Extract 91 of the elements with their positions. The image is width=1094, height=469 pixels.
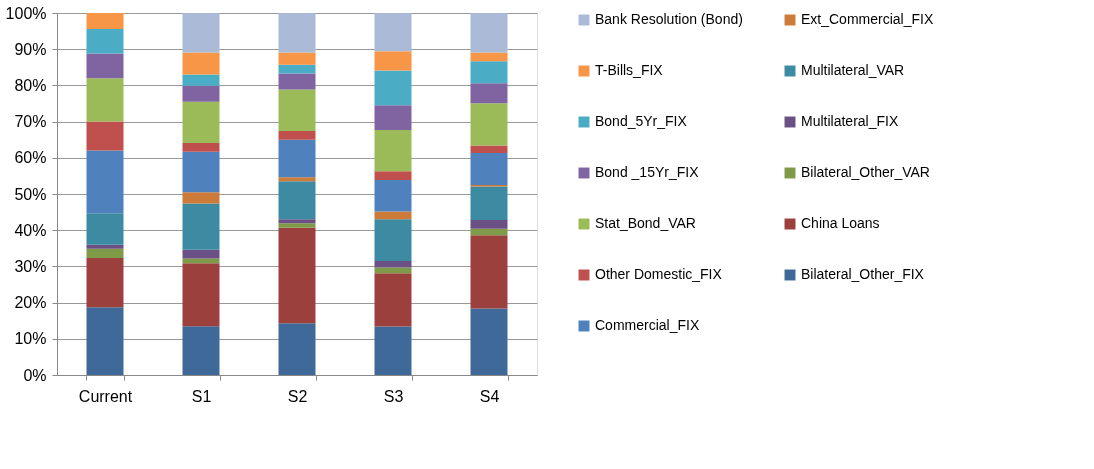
bar xyxy=(470,153,508,185)
x-tick-label: S3 xyxy=(383,387,404,405)
legend-label: T-Bills_FIX xyxy=(595,62,664,78)
legend-label: Commercial_FIX xyxy=(595,317,700,333)
bar xyxy=(374,105,412,130)
y-tick-label: 20% xyxy=(14,294,47,312)
bar xyxy=(374,70,412,106)
bar xyxy=(374,267,412,274)
bar xyxy=(278,64,316,74)
bar xyxy=(470,220,508,229)
bar xyxy=(86,78,124,122)
legend-label: Other Domestic_FIX xyxy=(595,266,723,282)
bar xyxy=(86,121,124,151)
bar xyxy=(182,101,220,143)
y-tick-label: 100% xyxy=(5,4,47,22)
bar xyxy=(470,103,508,146)
bar xyxy=(374,171,412,180)
bar xyxy=(278,89,316,132)
bar xyxy=(182,203,220,250)
bar xyxy=(182,74,220,86)
bar xyxy=(86,307,124,375)
bar xyxy=(182,52,220,75)
legend-label: Stat_Bond_VAR xyxy=(595,215,696,231)
bar xyxy=(86,248,124,259)
bar xyxy=(374,129,412,172)
bar xyxy=(86,244,124,249)
bar xyxy=(278,52,316,65)
bar xyxy=(278,139,316,178)
bar xyxy=(470,308,508,375)
bar xyxy=(182,192,220,204)
legend-label: Bank Resolution (Bond) xyxy=(595,11,743,27)
y-tick-label: 50% xyxy=(14,185,47,203)
x-tick-label: Current xyxy=(78,387,133,405)
x-tick-label: S2 xyxy=(287,387,308,405)
legend-label: Bilateral_Other_FIX xyxy=(801,266,925,282)
bar xyxy=(374,13,412,52)
bar xyxy=(278,73,316,90)
y-tick-label: 10% xyxy=(14,330,47,348)
bar xyxy=(182,85,220,102)
y-tick-label: 70% xyxy=(14,113,47,131)
bar xyxy=(470,228,508,236)
y-tick-label: 30% xyxy=(14,257,47,275)
bar xyxy=(470,52,508,62)
bar xyxy=(374,179,412,212)
y-tick-label: 90% xyxy=(14,40,47,58)
y-tick-label: 80% xyxy=(14,76,47,94)
legend-label: Multilateral_FIX xyxy=(801,113,899,129)
bar xyxy=(86,258,124,308)
bar xyxy=(374,326,412,375)
bar xyxy=(278,131,316,140)
y-tick-label: 40% xyxy=(14,221,47,239)
bar xyxy=(86,150,124,214)
legend-label: China Loans xyxy=(801,215,880,231)
bar xyxy=(470,61,508,84)
bar xyxy=(374,260,412,268)
bar xyxy=(86,213,124,245)
bar xyxy=(182,326,220,375)
bar xyxy=(182,13,220,53)
legend-label: Multilateral_VAR xyxy=(801,62,905,78)
bar xyxy=(470,235,508,309)
bar xyxy=(278,227,316,324)
legend-label: Bond _15Yr_FIX xyxy=(595,164,700,180)
bar xyxy=(182,151,220,193)
bar xyxy=(470,13,508,53)
legend-label: Bilateral_Other_VAR xyxy=(801,164,930,180)
bar xyxy=(182,258,220,264)
y-tick-label: 0% xyxy=(23,366,47,384)
bar xyxy=(278,323,316,375)
legend-label: Ext_Commercial_FIX xyxy=(801,11,934,27)
bar xyxy=(470,83,508,104)
bar xyxy=(470,186,508,221)
bar xyxy=(86,28,124,54)
bar xyxy=(278,177,316,182)
y-tick-label: 60% xyxy=(14,149,47,167)
bar xyxy=(470,145,508,154)
bar xyxy=(86,53,124,79)
x-tick-label: S4 xyxy=(479,387,500,405)
bar xyxy=(374,211,412,220)
bar xyxy=(278,13,316,53)
bar xyxy=(374,273,412,327)
bar xyxy=(374,51,412,71)
bar xyxy=(182,249,220,259)
bar xyxy=(182,142,220,152)
bar xyxy=(374,219,412,261)
x-tick-label: S1 xyxy=(191,387,212,405)
bar xyxy=(86,13,124,29)
bar xyxy=(182,263,220,327)
bar xyxy=(278,223,316,228)
bar xyxy=(278,219,316,224)
bar xyxy=(278,181,316,220)
legend-label: Bond_5Yr_FIX xyxy=(595,113,688,129)
